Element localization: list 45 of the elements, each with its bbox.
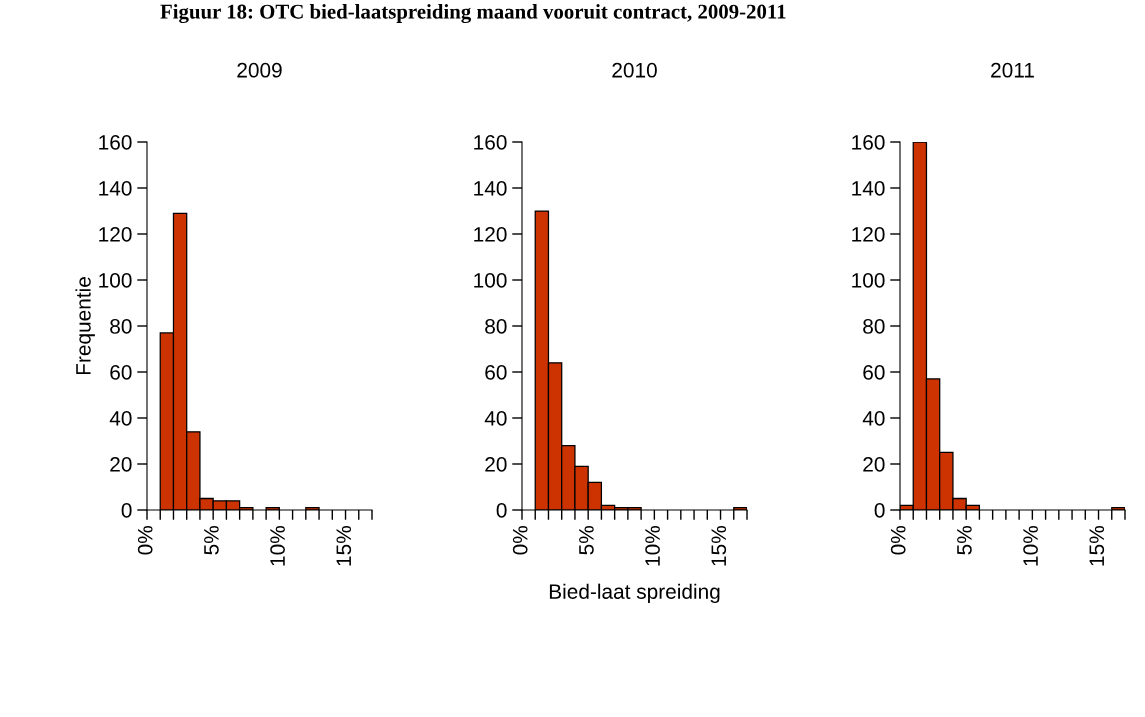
y-tick-label: 100: [474, 273, 507, 288]
y-axis-title: Frequentie: [75, 277, 95, 375]
y-tick-label: 120: [99, 227, 132, 242]
x-tick-label: 15%: [336, 526, 352, 566]
x-tick-label: 0%: [137, 526, 153, 555]
x-tick-label: 10%: [1023, 526, 1038, 566]
y-tick-label: 160: [474, 135, 507, 150]
x-tick-label: 5%: [204, 526, 219, 555]
y-tick-label: 60: [863, 365, 885, 380]
y-tick-label: 120: [474, 227, 507, 242]
x-tick-label: 10%: [645, 526, 660, 566]
x-tick-label: 10%: [270, 526, 285, 566]
chart-title: 2009: [237, 62, 282, 78]
y-tick-label: 0: [496, 503, 507, 518]
text: Figuur 18: OTC bied-laatspreiding maand vooruit contract, 2009-2011: [160, 4, 786, 24]
x-tick-label: 15%: [711, 526, 727, 566]
chart-title: 2011: [991, 62, 1034, 78]
x-axis-title: Bied-laat spreiding: [549, 583, 720, 604]
y-tick-label: 20: [110, 457, 132, 472]
y-tick-label: 80: [863, 319, 885, 334]
y-tick-label: 20: [485, 457, 507, 472]
y-tick-label: 40: [484, 411, 507, 426]
y-tick-label: 100: [852, 273, 885, 288]
y-tick-label: 160: [99, 135, 132, 150]
x-tick-label: 0%: [890, 526, 906, 555]
y-tick-label: 140: [852, 181, 885, 196]
y-tick-label: 140: [99, 181, 132, 196]
y-tick-label: 80: [485, 319, 507, 334]
y-tick-label: 0: [121, 503, 132, 518]
x-tick-label: 15%: [1089, 526, 1105, 566]
y-tick-label: 80: [110, 319, 132, 334]
y-tick-label: 60: [110, 365, 132, 380]
y-tick-label: 160: [852, 135, 885, 150]
y-tick-label: 100: [99, 273, 132, 288]
y-tick-label: 60: [485, 365, 507, 380]
y-tick-label: 120: [852, 227, 885, 242]
y-tick-label: 0: [874, 503, 885, 518]
x-tick-label: 5%: [579, 526, 594, 555]
x-tick-label: 0%: [512, 526, 528, 555]
y-tick-label: 140: [474, 181, 507, 196]
y-tick-label: 40: [109, 411, 132, 426]
chart-title: 2010: [612, 62, 657, 78]
x-tick-label: 5%: [957, 526, 972, 555]
y-tick-label: 20: [863, 457, 885, 472]
y-tick-label: 40: [862, 411, 885, 426]
